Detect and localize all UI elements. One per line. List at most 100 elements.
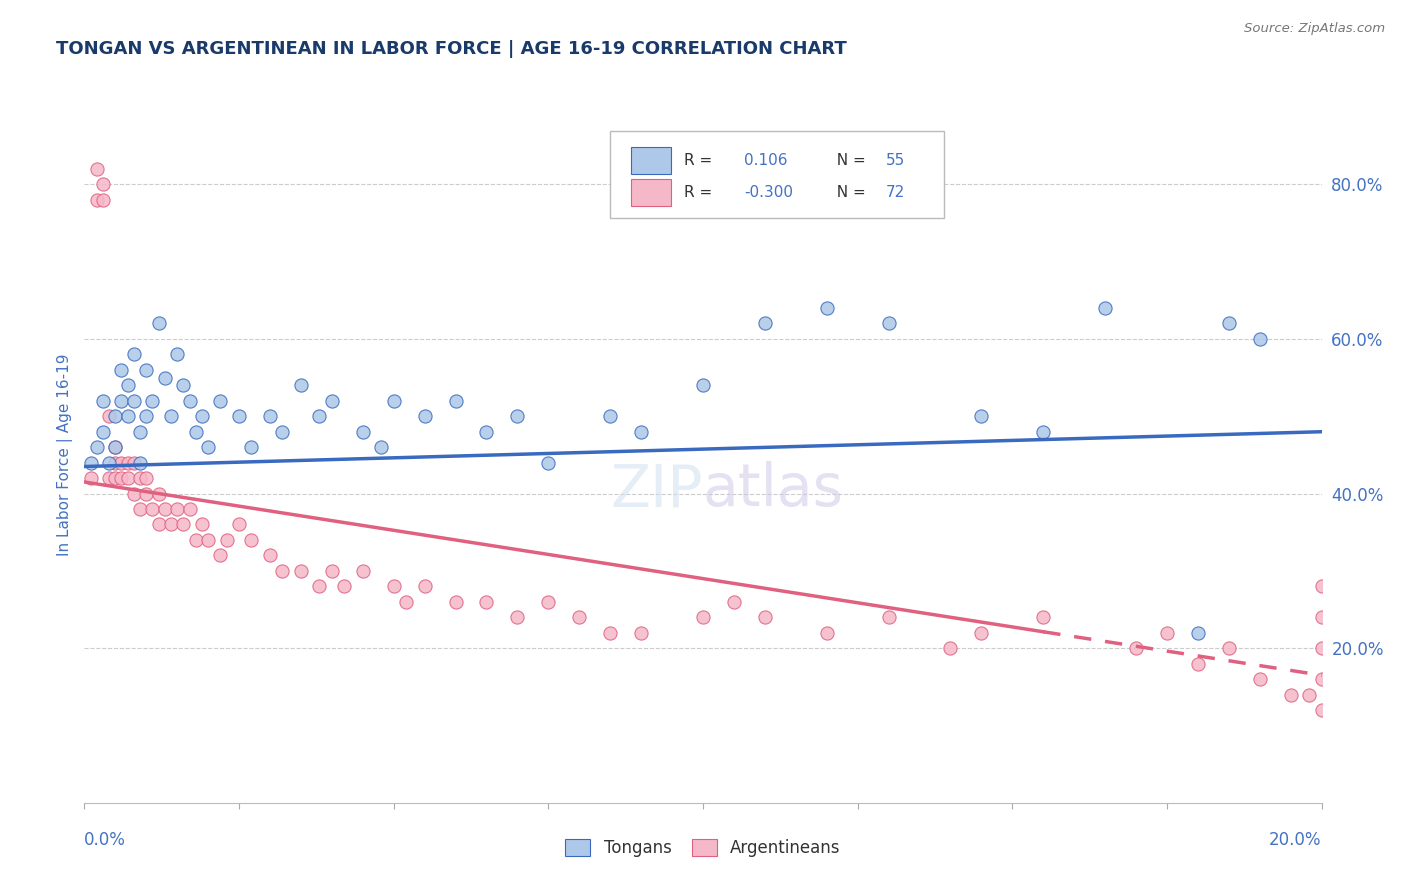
Point [815,625,838,640]
Point [141,502,163,516]
Point [333,579,356,593]
Point [179,502,201,516]
Point [98,456,121,470]
Point [110,393,132,408]
Point [630,425,652,439]
Point [444,393,467,408]
Point [271,425,294,439]
Point [117,409,139,424]
Point [537,456,560,470]
Point [129,425,152,439]
Text: N =: N = [827,185,870,200]
Point [91,178,114,192]
Point [215,533,238,547]
Point [129,502,152,516]
Point [153,370,176,384]
Point [166,502,188,516]
Point [86,161,108,176]
Point [877,610,900,624]
Point [754,317,776,331]
Point [135,363,157,377]
Point [122,456,145,470]
Bar [631,179,671,206]
Point [754,610,776,624]
Point [1310,641,1333,656]
Point [209,549,232,563]
Text: ZIP: ZIP [610,461,703,518]
Point [877,317,900,331]
Point [184,533,207,547]
Y-axis label: In Labor Force | Age 16-19: In Labor Force | Age 16-19 [58,353,73,557]
Point [172,517,194,532]
Point [413,579,436,593]
Point [537,595,560,609]
Point [395,595,418,609]
Point [308,409,330,424]
Point [382,579,405,593]
Point [1032,425,1054,439]
Point [308,579,330,593]
Point [98,471,121,485]
Point [191,409,214,424]
Point [110,363,132,377]
Text: 0.0%: 0.0% [84,830,127,848]
Point [1310,672,1333,686]
Text: 20.0%: 20.0% [1270,830,1322,848]
Legend: Tongans, Argentineans: Tongans, Argentineans [558,832,848,864]
Point [1310,610,1333,624]
Point [86,193,108,207]
Point [506,409,529,424]
Point [209,393,232,408]
Point [191,517,214,532]
Point [197,440,219,454]
Text: N =: N = [827,153,870,168]
Point [271,564,294,578]
Point [160,409,183,424]
Point [1156,625,1178,640]
Point [970,409,993,424]
Point [352,564,374,578]
Point [135,486,157,500]
Point [1279,688,1302,702]
Point [1310,703,1333,717]
Point [1187,657,1209,671]
Text: atlas: atlas [703,461,844,518]
Point [1218,317,1240,331]
Point [723,595,745,609]
Point [939,641,962,656]
Point [630,625,652,640]
Point [117,471,139,485]
Point [166,347,188,361]
Point [172,378,194,392]
Point [228,409,250,424]
Point [148,317,170,331]
Point [148,486,170,500]
Point [290,378,312,392]
Point [568,610,591,624]
Point [91,393,114,408]
Point [135,471,157,485]
Point [352,425,374,439]
Point [1187,625,1209,640]
Point [1249,672,1271,686]
Point [141,393,163,408]
Text: TONGAN VS ARGENTINEAN IN LABOR FORCE | AGE 16-19 CORRELATION CHART: TONGAN VS ARGENTINEAN IN LABOR FORCE | A… [56,40,846,58]
FancyBboxPatch shape [610,131,945,219]
Point [970,625,993,640]
Text: Source: ZipAtlas.com: Source: ZipAtlas.com [1244,22,1385,36]
Point [815,301,838,315]
Point [104,471,127,485]
Point [110,471,132,485]
Point [122,393,145,408]
Point [129,471,152,485]
Point [321,564,343,578]
Point [240,533,263,547]
Point [79,471,101,485]
Point [1218,641,1240,656]
Point [321,393,343,408]
Point [122,347,145,361]
Point [160,517,183,532]
Point [104,456,127,470]
Point [91,425,114,439]
Point [1094,301,1116,315]
